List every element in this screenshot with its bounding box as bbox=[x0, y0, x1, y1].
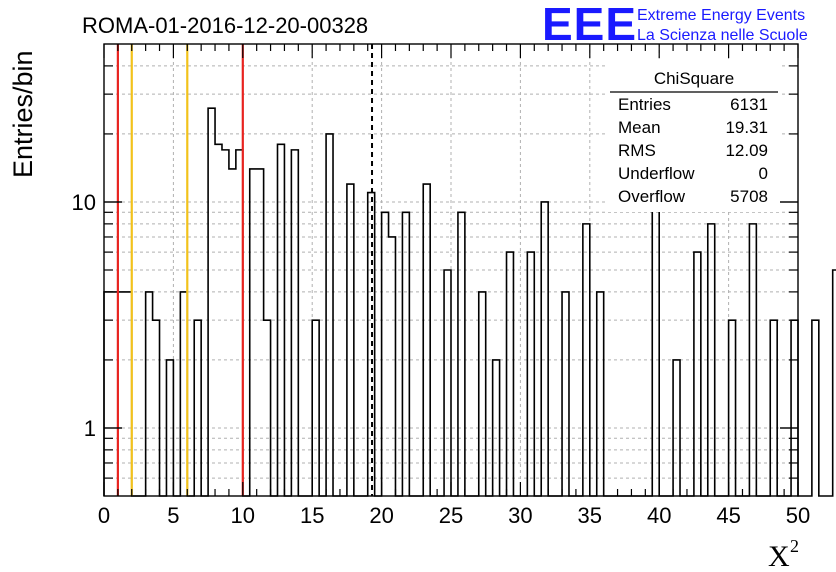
x-tick-label: 5 bbox=[167, 503, 179, 528]
x-tick-label: 20 bbox=[369, 503, 393, 528]
reference-lines bbox=[116, 44, 374, 496]
eee-logo: EEE Extreme Energy Events La Scienza nel… bbox=[542, 0, 808, 50]
axis-ticks bbox=[103, 44, 799, 496]
logo-line1: Extreme Energy Events bbox=[637, 7, 805, 24]
stats-row-label: Overflow bbox=[618, 187, 686, 206]
x-tick-label: 35 bbox=[578, 503, 602, 528]
grid bbox=[104, 44, 798, 496]
stats-row-label: RMS bbox=[618, 141, 656, 160]
x-axis-label: X 2 bbox=[768, 536, 799, 572]
stats-title: ChiSquare bbox=[654, 69, 734, 88]
x-tick-label: 10 bbox=[231, 503, 255, 528]
y-tick-labels: 1 10 bbox=[72, 190, 96, 441]
stats-row-label: Mean bbox=[618, 118, 661, 137]
x-tick-label: 0 bbox=[98, 503, 110, 528]
x-tick-label: 30 bbox=[508, 503, 532, 528]
logo-mark: EEE bbox=[542, 0, 637, 50]
y-tick-label: 1 bbox=[84, 416, 96, 441]
x-tick-label: 15 bbox=[300, 503, 324, 528]
x-tick-label: 45 bbox=[716, 503, 740, 528]
stats-row-value: 5708 bbox=[730, 187, 768, 206]
stats-row-value: 19.31 bbox=[725, 118, 768, 137]
chart-title: ROMA-01-2016-12-20-00328 bbox=[82, 13, 368, 38]
stats-row-value: 12.09 bbox=[725, 141, 768, 160]
stats-box-background bbox=[608, 62, 780, 212]
x-tick-label: 25 bbox=[439, 503, 463, 528]
x-axis-label-sup: 2 bbox=[790, 536, 799, 556]
logo-line2: La Scienza nelle Scuole bbox=[637, 27, 808, 44]
x-tick-label: 40 bbox=[647, 503, 671, 528]
stats-row-value: 0 bbox=[759, 164, 768, 183]
y-tick-label: 10 bbox=[72, 190, 96, 215]
stats-row-value: 6131 bbox=[730, 95, 768, 114]
x-axis-label-base: X bbox=[768, 540, 790, 572]
stats-rows: Entries 6131 Mean 19.31 RMS 12.09 Underflow 0 Ov… bbox=[618, 95, 768, 206]
y-axis-label: Entries/bin bbox=[8, 50, 38, 178]
x-tick-label: 50 bbox=[786, 503, 810, 528]
stats-box: ChiSquare Entries 6131 Mean 19.31 RMS 12.09 Un… bbox=[608, 62, 780, 212]
stats-row-label: Entries bbox=[618, 95, 671, 114]
stats-row-label: Underflow bbox=[618, 164, 695, 183]
x-tick-labels: 0 5 10 15 20 25 30 35 40 45 50 bbox=[98, 503, 810, 528]
